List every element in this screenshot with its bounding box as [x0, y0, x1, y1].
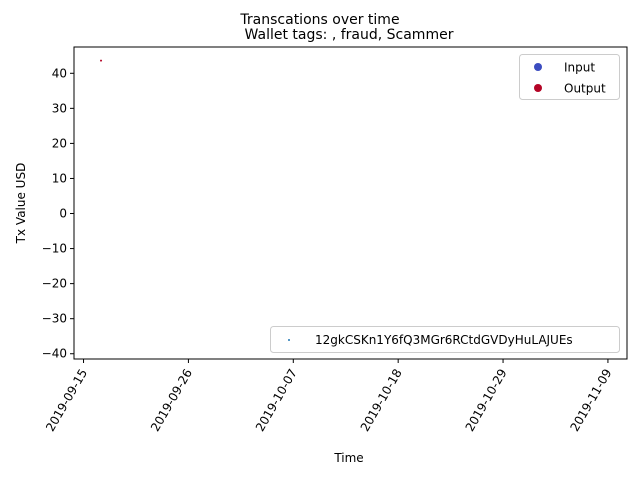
data-points	[100, 59, 103, 62]
y-tick-label: 0	[59, 207, 67, 221]
legend-input-label: Input	[564, 61, 595, 75]
y-tick-label: 20	[52, 136, 67, 150]
y-tick-label: −30	[42, 312, 67, 326]
y-tick-label: 40	[52, 66, 67, 80]
x-tick-label: 2019-09-15	[43, 367, 90, 434]
legend-address-marker	[288, 339, 290, 341]
y-axis-label: Tx Value USD	[14, 163, 28, 245]
x-tick-label: 2019-09-26	[148, 367, 195, 434]
legend-output-label: Output	[564, 82, 606, 96]
y-axis: 40 30 20 10 0 −10 −20 −30 −40	[42, 66, 74, 361]
x-tick-label: 2019-10-07	[253, 367, 300, 434]
x-tick-label: 2019-10-29	[463, 367, 510, 434]
y-tick-label: 30	[52, 101, 67, 115]
x-tick-label: 2019-10-18	[358, 367, 405, 434]
x-tick-label: 2019-11-09	[568, 367, 615, 434]
data-point-output	[100, 59, 103, 62]
y-tick-label: −20	[42, 277, 67, 291]
x-axis-label: Time	[333, 451, 363, 465]
y-tick-label: −10	[42, 242, 67, 256]
legend-address-label: 12gkCSKn1Y6fQ3MGr6RCtdGVDyHuLAJUEs	[315, 333, 573, 347]
legend-input-marker	[534, 63, 542, 71]
legend-output-marker	[534, 84, 542, 92]
y-tick-label: 10	[52, 171, 67, 185]
legend-top: Input Output	[519, 54, 620, 100]
x-axis: 2019-09-15 2019-09-26 2019-10-07 2019-10-18…	[43, 359, 615, 434]
legend-top-frame	[519, 54, 620, 100]
legend-bottom: 12gkCSKn1Y6fQ3MGr6RCtdGVDyHuLAJUEs	[270, 326, 620, 353]
chart-title: Wallet tags: , fraud, Scammer	[245, 27, 454, 43]
chart-suptitle: Transcations over time	[239, 12, 399, 28]
y-tick-label: −40	[42, 347, 67, 361]
legend-bottom-frame	[270, 326, 620, 353]
